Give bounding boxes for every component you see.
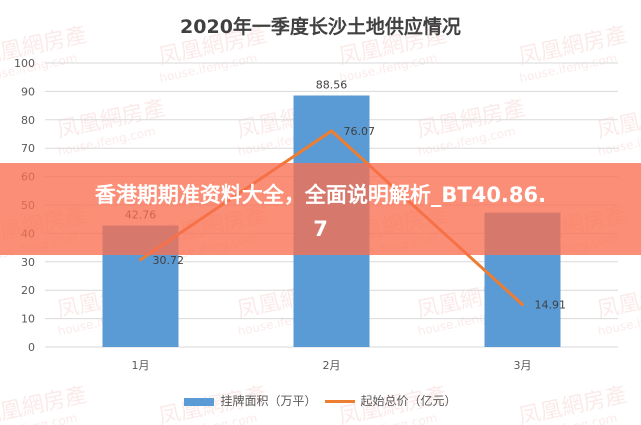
y-tick-label: 100 — [14, 57, 35, 70]
y-tick-label: 20 — [21, 284, 35, 297]
legend-item-bar: 挂牌面积（万平） — [184, 392, 317, 409]
legend-label-line: 起始总价（亿元） — [360, 394, 457, 408]
line-data-label: 76.07 — [344, 125, 376, 138]
line-data-label: 14.91 — [535, 299, 567, 312]
x-tick-label: 3月 — [514, 359, 532, 372]
y-tick-label: 0 — [28, 341, 35, 354]
banner-line-2: 7 — [313, 217, 328, 241]
x-tick-label: 1月 — [132, 359, 150, 372]
banner-title: 香港期期准资料大全，全面说明解析_BT40.86. 7 — [20, 178, 621, 246]
y-tick-label: 70 — [21, 142, 35, 155]
line-data-label: 30.72 — [153, 254, 185, 267]
bar-data-label: 88.56 — [316, 78, 348, 91]
line-point — [330, 129, 333, 133]
legend-swatch-bar — [184, 397, 215, 406]
x-tick-label: 2月 — [323, 359, 341, 372]
chart-title: 2020年一季度长沙土地供应情况 — [180, 16, 461, 38]
y-tick-label: 10 — [21, 313, 35, 326]
legend-item-line: 起始总价（亿元） — [324, 392, 457, 409]
y-tick-label: 30 — [21, 256, 35, 269]
overlay-banner — [0, 163, 641, 255]
line-point — [139, 258, 142, 262]
line-point — [521, 303, 524, 307]
legend: 挂牌面积（万平） 起始总价（亿元） — [0, 392, 641, 409]
y-tick-label: 90 — [21, 85, 35, 98]
banner-line-1: 香港期期准资料大全，全面说明解析_BT40.86. — [94, 183, 547, 207]
legend-swatch-line — [324, 400, 355, 403]
legend-label-bar: 挂牌面积（万平） — [220, 394, 317, 408]
y-tick-label: 80 — [21, 114, 35, 127]
